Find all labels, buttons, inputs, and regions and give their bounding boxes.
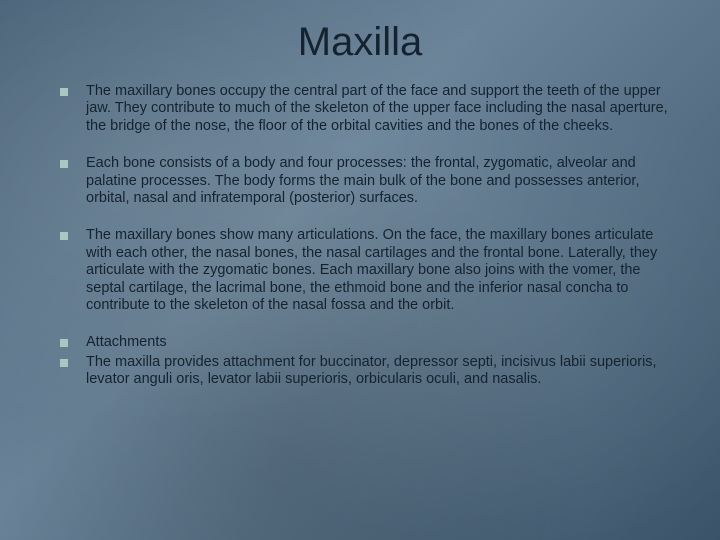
bullet-list: The maxillary bones occupy the central p…	[40, 83, 680, 388]
bullet-icon	[60, 88, 68, 96]
bullet-text: The maxillary bones show many articulati…	[86, 227, 680, 314]
bullet-icon	[60, 359, 68, 367]
bullet-icon	[60, 339, 68, 347]
bullet-text: The maxilla provides attachment for bucc…	[86, 354, 680, 389]
bullet-text: Attachments	[86, 334, 167, 351]
list-item: Attachments	[60, 334, 680, 351]
list-item: Each bone consists of a body and four pr…	[60, 155, 680, 207]
slide: Maxilla The maxillary bones occupy the c…	[0, 0, 720, 540]
list-item: The maxillary bones occupy the central p…	[60, 83, 680, 135]
bullet-text: Each bone consists of a body and four pr…	[86, 155, 680, 207]
bullet-icon	[60, 232, 68, 240]
bullet-icon	[60, 160, 68, 168]
bullet-text: The maxillary bones occupy the central p…	[86, 83, 680, 135]
list-item: The maxilla provides attachment for bucc…	[60, 354, 680, 389]
slide-title: Maxilla	[40, 20, 680, 65]
list-item: The maxillary bones show many articulati…	[60, 227, 680, 314]
